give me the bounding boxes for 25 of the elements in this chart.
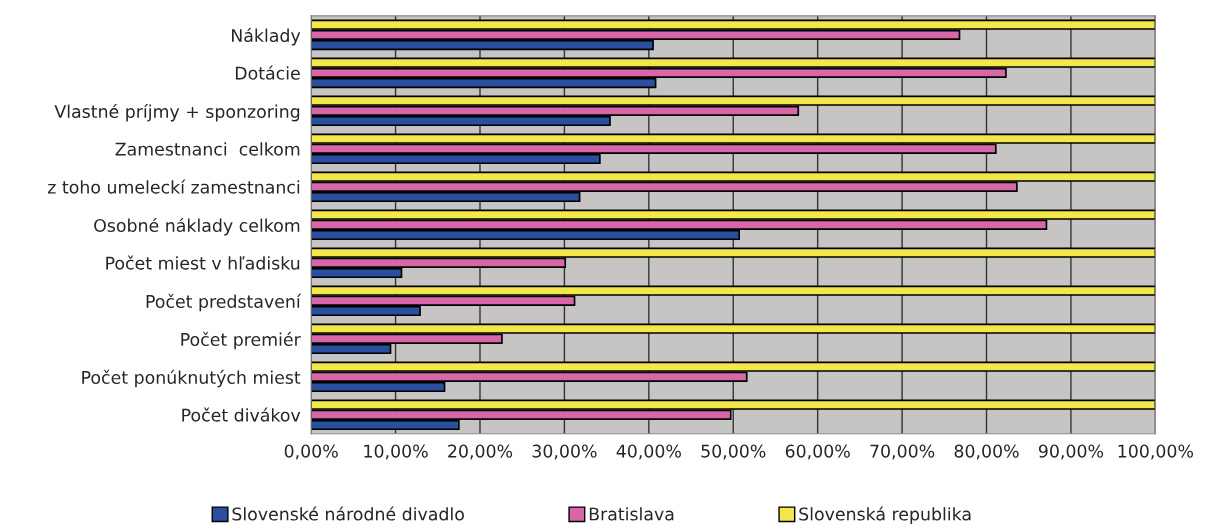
y-tick-label: Zamestnanci celkom	[115, 142, 300, 156]
x-tick-label: 80,00%	[954, 444, 1019, 460]
x-tick-label: 20,00%	[448, 444, 513, 460]
legend-label: Slovenská republika	[799, 506, 971, 524]
x-tick-label: 40,00%	[616, 444, 681, 460]
x-tick-label: 30,00%	[532, 444, 597, 460]
y-tick-label: Počet predstavení	[146, 293, 302, 312]
y-tick-label: Počet ponúknutých miest	[82, 369, 301, 388]
y-tick-label: Počet premiér	[181, 331, 301, 350]
y-tick-label: Vlastné príjmy + sponzoring	[54, 103, 300, 122]
x-tick-label: 100,00%	[1118, 444, 1194, 460]
y-tick-label: Osobné náklady celkom	[94, 217, 300, 236]
legend-label: Slovenské národné divadlo	[232, 506, 464, 521]
x-tick-label: 10,00%	[364, 444, 428, 460]
x-tick-label: 0,00%	[284, 444, 338, 460]
y-tick-label: Počet miest v hľadisku	[106, 255, 300, 270]
x-tick-label: 50,00%	[701, 444, 766, 460]
legend-label: Bratislava	[589, 507, 674, 521]
x-tick-label: 90,00%	[1038, 444, 1104, 460]
y-tick-label: Náklady	[231, 27, 301, 46]
y-tick-label: Počet divákov	[182, 407, 301, 422]
y-tick-label: z toho umeleckí zamestnanci	[48, 179, 300, 194]
y-tick-label: Dotácie	[235, 65, 300, 80]
x-tick-label: 60,00%	[785, 444, 850, 460]
x-tick-label: 70,00%	[870, 444, 935, 460]
